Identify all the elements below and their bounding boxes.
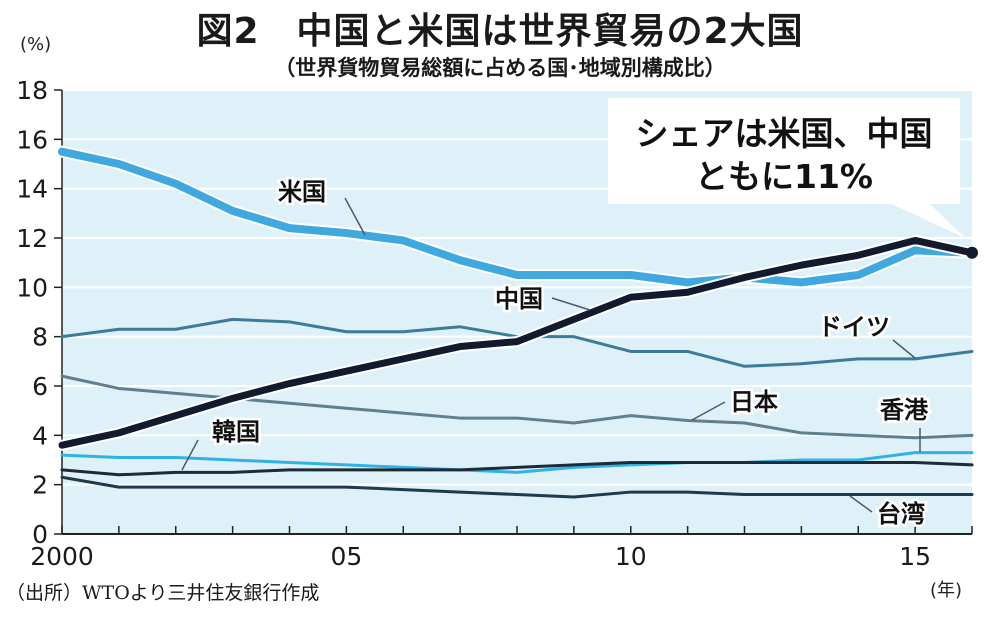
leader-line [849,495,873,513]
y-tick-label: 6 [32,372,48,401]
callout-box [608,98,965,238]
x-tick-label: 15 [899,542,931,571]
x-axis-unit: (年) [930,580,962,601]
series-line-韓国 [60,451,974,474]
series-label: 米国 [278,178,326,206]
series-label: 香港 [880,396,929,424]
callout: シェアは米国、中国 ともに11% [608,98,965,238]
y-tick-label: 16 [16,125,48,154]
callout-line-1: シェアは米国、中国 [636,114,933,153]
series-label: 中国 [495,285,543,313]
series-label: 台湾 [877,500,925,528]
source-note: （出所）WTOより三井住友銀行作成 [6,582,320,604]
leader-line [181,439,199,471]
series-line-日本 [60,374,974,440]
chart-subtitle: （世界貨物貿易総額に占める国･地域別構成比） [274,56,726,80]
y-tick-label: 18 [16,76,48,105]
series-label: 日本 [730,388,778,416]
series-line-米国 [58,147,976,287]
leader-line [344,197,366,236]
leader-line [551,297,591,311]
y-tick-label: 2 [32,471,48,500]
y-tick-label: 0 [32,520,48,549]
y-tick-label: 12 [16,224,48,253]
series-label: 韓国 [212,418,260,446]
leader-line [892,339,916,359]
callout-line-2: ともに11% [695,157,873,196]
x-tick-label: 05 [330,542,362,571]
leader-line [691,401,726,421]
series-lines [56,145,978,499]
x-axis: 2000 05 10 15 [30,526,973,571]
x-tick-label: 2000 [30,542,94,571]
y-tick-label: 10 [16,273,48,302]
series-line-中国 [58,236,976,449]
chart-title: 図2 中国と米国は世界貿易の2大国 [196,11,804,52]
series-line-台湾 [60,475,974,499]
y-tick-label: 14 [16,175,48,204]
y-tick-label: 4 [32,421,48,450]
y-tick-label: 8 [32,323,48,352]
series-label: ドイツ [818,313,890,341]
y-axis-unit: (%) [20,34,51,55]
y-axis: 0 2 4 6 8 10 12 14 16 18 [16,76,63,549]
series-line-香港 [60,460,974,477]
x-tick-label: 10 [615,542,647,571]
series-end-dot [966,246,978,259]
